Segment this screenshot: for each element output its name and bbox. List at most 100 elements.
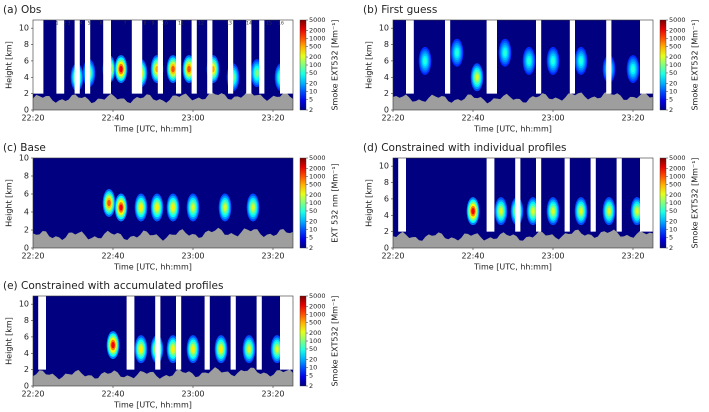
plume [166, 55, 180, 84]
no-data-column [536, 158, 542, 232]
no-data-column [259, 20, 265, 94]
no-data-column [569, 20, 575, 94]
colorbar-tick-label: 2 [669, 106, 673, 114]
y-tick-label: 2 [384, 89, 389, 98]
plume [106, 331, 120, 360]
x-tick-label: 22:40 [101, 114, 124, 123]
colorbar-tick-label: 50 [669, 69, 677, 77]
leg-label: 15 [266, 21, 272, 27]
colorbar-tick-label: 2000 [669, 27, 686, 35]
plume [418, 46, 432, 75]
no-data-column [536, 20, 542, 94]
plume [134, 193, 148, 222]
x-tick-label: 22:20 [21, 114, 44, 123]
plume-ring [471, 208, 475, 215]
colorbar-tick-label: 20 [309, 80, 317, 88]
colorbar-tick-label: 2 [309, 382, 313, 390]
colorbar [299, 19, 307, 111]
plume [114, 193, 128, 222]
no-data-column [246, 20, 252, 94]
colorbar-label: Smoke EXT532 [Mm⁻¹] [331, 295, 340, 386]
y-tick-label: 10 [379, 24, 389, 33]
y-axis-label: Height [km] [5, 179, 14, 227]
no-data-column [486, 158, 495, 232]
y-tick-label: 4 [384, 211, 389, 220]
colorbar-tick-label: 5 [309, 95, 313, 103]
plume-ring [499, 208, 503, 215]
colorbar-tick-label: 5 [669, 233, 673, 241]
panel: 0 2 4 6 8 10 22:20 22:40 23:00 23:20 Time [UTC, hh… [3, 280, 340, 410]
plume-ring [631, 65, 635, 73]
colorbar-tick-label: 200 [669, 191, 681, 199]
colorbar-tick-label: 10 [309, 87, 317, 95]
y-tick-label: 0 [24, 382, 29, 391]
colorbar-tick-label: 10 [669, 225, 677, 233]
plume [134, 335, 148, 364]
colorbar-tick-label: 100 [669, 199, 681, 207]
colorbar-tick-label: 500 [669, 180, 681, 188]
y-tick-label: 10 [19, 24, 29, 33]
colorbar-tick-label: 5 [309, 233, 313, 241]
leg-label: 11 [178, 21, 184, 27]
no-data-column [486, 20, 497, 94]
panel: 0 2 4 6 8 10 22:20 22:40 23:00 23:20 Time [UTC, hh… [363, 4, 700, 134]
plot-area [393, 20, 653, 110]
plume-ring [111, 341, 115, 349]
no-data-column [38, 296, 46, 370]
colorbar-tick-label: 200 [309, 53, 321, 61]
colorbar-label: Smoke EXT532 [Mm⁻¹] [691, 157, 700, 248]
plume-ring [255, 70, 259, 77]
y-tick-label: 6 [24, 190, 29, 199]
plume [494, 197, 508, 226]
y-tick-label: 8 [384, 40, 389, 49]
colorbar-tick-label: 50 [309, 69, 317, 77]
no-data-column [398, 158, 406, 232]
colorbar-tick-label: 2000 [669, 165, 686, 173]
colorbar-tick-label: 2000 [309, 303, 326, 311]
leg-label: 6 [100, 21, 103, 27]
leg-label: 7 [124, 21, 127, 27]
colorbar-tick-label: 1000 [669, 35, 686, 43]
colorbar-tick-label: 100 [669, 61, 681, 69]
plume [150, 193, 164, 222]
plume-ring [171, 346, 175, 353]
plume [470, 63, 484, 92]
plume [186, 193, 200, 222]
plume-ring [219, 346, 223, 353]
no-data-column [280, 20, 293, 94]
leg-label: 10 [162, 21, 168, 27]
plot-area [393, 158, 653, 248]
terrain [33, 367, 293, 386]
no-data-column [176, 20, 182, 94]
plume [450, 38, 464, 67]
colorbar-tick-label: 500 [309, 318, 321, 326]
no-data-column [204, 296, 210, 370]
leg-label: 8 [144, 21, 147, 27]
colorbar-tick-label: 100 [309, 337, 321, 345]
leg-label: 2 [64, 21, 67, 27]
panel: 0 2 4 6 8 10 22:20 22:40 23:00 23:20 Time [UTC, hh… [3, 142, 340, 272]
colorbar-label: EXT 532 nm [Mm⁻¹] [331, 163, 340, 242]
no-data-column [616, 158, 622, 232]
plume-ring [527, 57, 531, 65]
colorbar-tick-label: 2000 [309, 165, 326, 173]
colorbar-tick-label: 50 [669, 207, 677, 215]
panel-title: (d) Constrained with individual profiles [363, 142, 567, 154]
y-tick-label: 0 [24, 244, 29, 253]
plume-ring [247, 346, 251, 353]
no-data-column [590, 158, 596, 232]
y-tick-label: 6 [384, 194, 389, 203]
y-tick-label: 10 [19, 154, 29, 163]
no-data-column [155, 296, 161, 370]
plume [166, 193, 180, 222]
plume-ring [119, 204, 123, 211]
plume-ring [607, 208, 611, 215]
x-tick-label: 22:40 [461, 252, 484, 261]
y-tick-label: 4 [384, 73, 389, 82]
colorbar-tick-label: 2 [309, 106, 313, 114]
colorbar [659, 19, 667, 111]
x-tick-label: 23:00 [541, 252, 564, 261]
colorbar-tick-label: 1000 [309, 35, 326, 43]
leg-label: 4 [80, 21, 83, 27]
x-tick-label: 23:00 [181, 114, 204, 123]
